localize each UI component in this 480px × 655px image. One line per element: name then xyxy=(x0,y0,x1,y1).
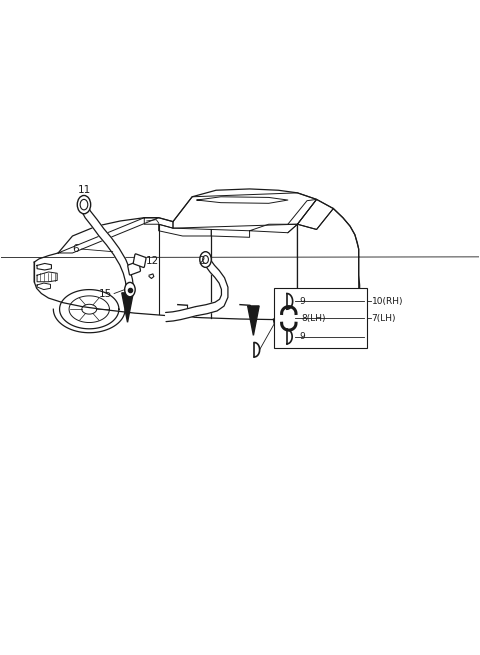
Polygon shape xyxy=(122,293,133,322)
Circle shape xyxy=(80,199,88,210)
Text: 9: 9 xyxy=(300,332,306,341)
Polygon shape xyxy=(81,204,133,289)
Text: 10(RH): 10(RH) xyxy=(372,297,403,306)
Circle shape xyxy=(77,195,91,214)
Text: 9: 9 xyxy=(300,297,306,306)
Text: 12: 12 xyxy=(146,256,159,266)
Text: 2: 2 xyxy=(198,255,205,266)
Text: 11: 11 xyxy=(78,185,91,195)
Polygon shape xyxy=(195,257,228,316)
Circle shape xyxy=(125,282,135,297)
Polygon shape xyxy=(248,306,259,335)
Bar xyxy=(274,288,367,348)
Circle shape xyxy=(203,255,208,263)
Text: 15: 15 xyxy=(98,288,112,299)
Polygon shape xyxy=(166,307,197,322)
FancyBboxPatch shape xyxy=(128,261,141,275)
Circle shape xyxy=(200,252,211,267)
Text: 6: 6 xyxy=(72,244,79,254)
Text: 8(LH): 8(LH) xyxy=(301,314,326,323)
Polygon shape xyxy=(34,189,360,320)
Text: 7(LH): 7(LH) xyxy=(372,314,396,323)
FancyBboxPatch shape xyxy=(133,254,146,267)
